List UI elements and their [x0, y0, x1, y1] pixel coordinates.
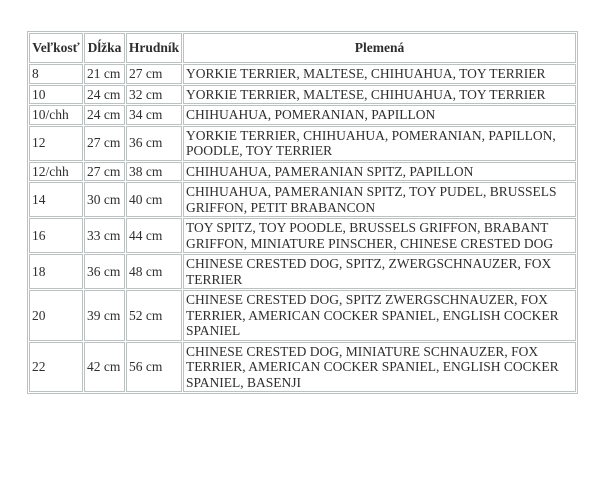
length-cell: 24 cm — [84, 84, 125, 104]
size-cell: 12 — [29, 125, 83, 161]
table-row: 16 33 cm 44 cm TOY SPITZ, TOY POODLE, BRUSS… — [29, 218, 576, 253]
table-row: 10/chh 24 cm 34 cm CHIHUAHUA, POMERANIAN, P… — [29, 105, 576, 125]
table-row: 20 39 cm 52 cm CHINESE CRESTED DOG, SPITZ Z… — [29, 290, 576, 341]
breeds-cell: CHINESE CRESTED DOG, SPITZ, ZWERGSCHNAUZ… — [183, 254, 576, 289]
length-cell: 39 cm — [84, 290, 125, 341]
length-cell: 27 cm — [84, 125, 125, 161]
length-cell: 30 cm — [84, 182, 125, 217]
length-cell: 24 cm — [84, 105, 125, 125]
table-row: 18 36 cm 48 cm CHINESE CRESTED DOG, SPITZ, … — [29, 254, 576, 289]
table-body: 8 21 cm 27 cm YORKIE TERRIER, MALTESE, CHIH… — [29, 64, 576, 392]
size-cell: 12/chh — [29, 161, 83, 181]
length-cell: 33 cm — [84, 218, 125, 253]
size-cell: 10/chh — [29, 105, 83, 125]
length-cell: 36 cm — [84, 254, 125, 289]
length-cell: 42 cm — [84, 341, 125, 392]
chest-cell: 48 cm — [126, 254, 182, 289]
chest-cell: 27 cm — [126, 64, 182, 84]
table-row: 14 30 cm 40 cm CHIHUAHUA, PAMERANIAN SPITZ,… — [29, 182, 576, 217]
table-row: 22 42 cm 56 cm CHINESE CRESTED DOG, MINIATU… — [29, 341, 576, 392]
header-length: Dĺžka — [84, 33, 125, 63]
breeds-cell: YORKIE TERRIER, CHIHUAHUA, POMERANIAN, P… — [183, 125, 576, 161]
size-cell: 20 — [29, 290, 83, 341]
chest-cell: 36 cm — [126, 125, 182, 161]
breeds-cell: YORKIE TERRIER, MALTESE, CHIHUAHUA, TOY … — [183, 64, 576, 84]
table-row: 10 24 cm 32 cm YORKIE TERRIER, MALTESE, CHI… — [29, 84, 576, 104]
header-row: Veľkosť Dĺžka Hrudník Plemená — [29, 33, 576, 63]
chest-cell: 34 cm — [126, 105, 182, 125]
chest-cell: 44 cm — [126, 218, 182, 253]
chest-cell: 38 cm — [126, 161, 182, 181]
table-header: Veľkosť Dĺžka Hrudník Plemená — [29, 33, 576, 63]
size-cell: 16 — [29, 218, 83, 253]
size-cell: 14 — [29, 182, 83, 217]
chest-cell: 40 cm — [126, 182, 182, 217]
breeds-cell: CHINESE CRESTED DOG, SPITZ ZWERGSCHNAUZE… — [183, 290, 576, 341]
length-cell: 21 cm — [84, 64, 125, 84]
header-size: Veľkosť — [29, 33, 83, 63]
size-cell: 8 — [29, 64, 83, 84]
breeds-cell: YORKIE TERRIER, MALTESE, CHIHUAHUA, TOY … — [183, 84, 576, 104]
table-row: 12 27 cm 36 cm YORKIE TERRIER, CHIHUAHUA, P… — [29, 125, 576, 161]
chest-cell: 32 cm — [126, 84, 182, 104]
table-row: 8 21 cm 27 cm YORKIE TERRIER, MALTESE, CHIH… — [29, 64, 576, 84]
breeds-cell: CHIHUAHUA, POMERANIAN, PAPILLON — [183, 105, 576, 125]
dog-size-chart-table: Veľkosť Dĺžka Hrudník Plemená 8 21 cm 27 c… — [27, 31, 578, 394]
header-chest: Hrudník — [126, 33, 182, 63]
size-cell: 10 — [29, 84, 83, 104]
breeds-cell: CHINESE CRESTED DOG, MINIATURE SCHNAUZER… — [183, 341, 576, 392]
breeds-cell: CHIHUAHUA, PAMERANIAN SPITZ, PAPILLON — [183, 161, 576, 181]
chest-cell: 52 cm — [126, 290, 182, 341]
chest-cell: 56 cm — [126, 341, 182, 392]
header-breeds: Plemená — [183, 33, 576, 63]
breeds-cell: CHIHUAHUA, PAMERANIAN SPITZ, TOY PUDEL, … — [183, 182, 576, 217]
breeds-cell: TOY SPITZ, TOY POODLE, BRUSSELS GRIFFON,… — [183, 218, 576, 253]
length-cell: 27 cm — [84, 161, 125, 181]
size-cell: 18 — [29, 254, 83, 289]
table-row: 12/chh 27 cm 38 cm CHIHUAHUA, PAMERANIAN SP… — [29, 161, 576, 181]
size-cell: 22 — [29, 341, 83, 392]
